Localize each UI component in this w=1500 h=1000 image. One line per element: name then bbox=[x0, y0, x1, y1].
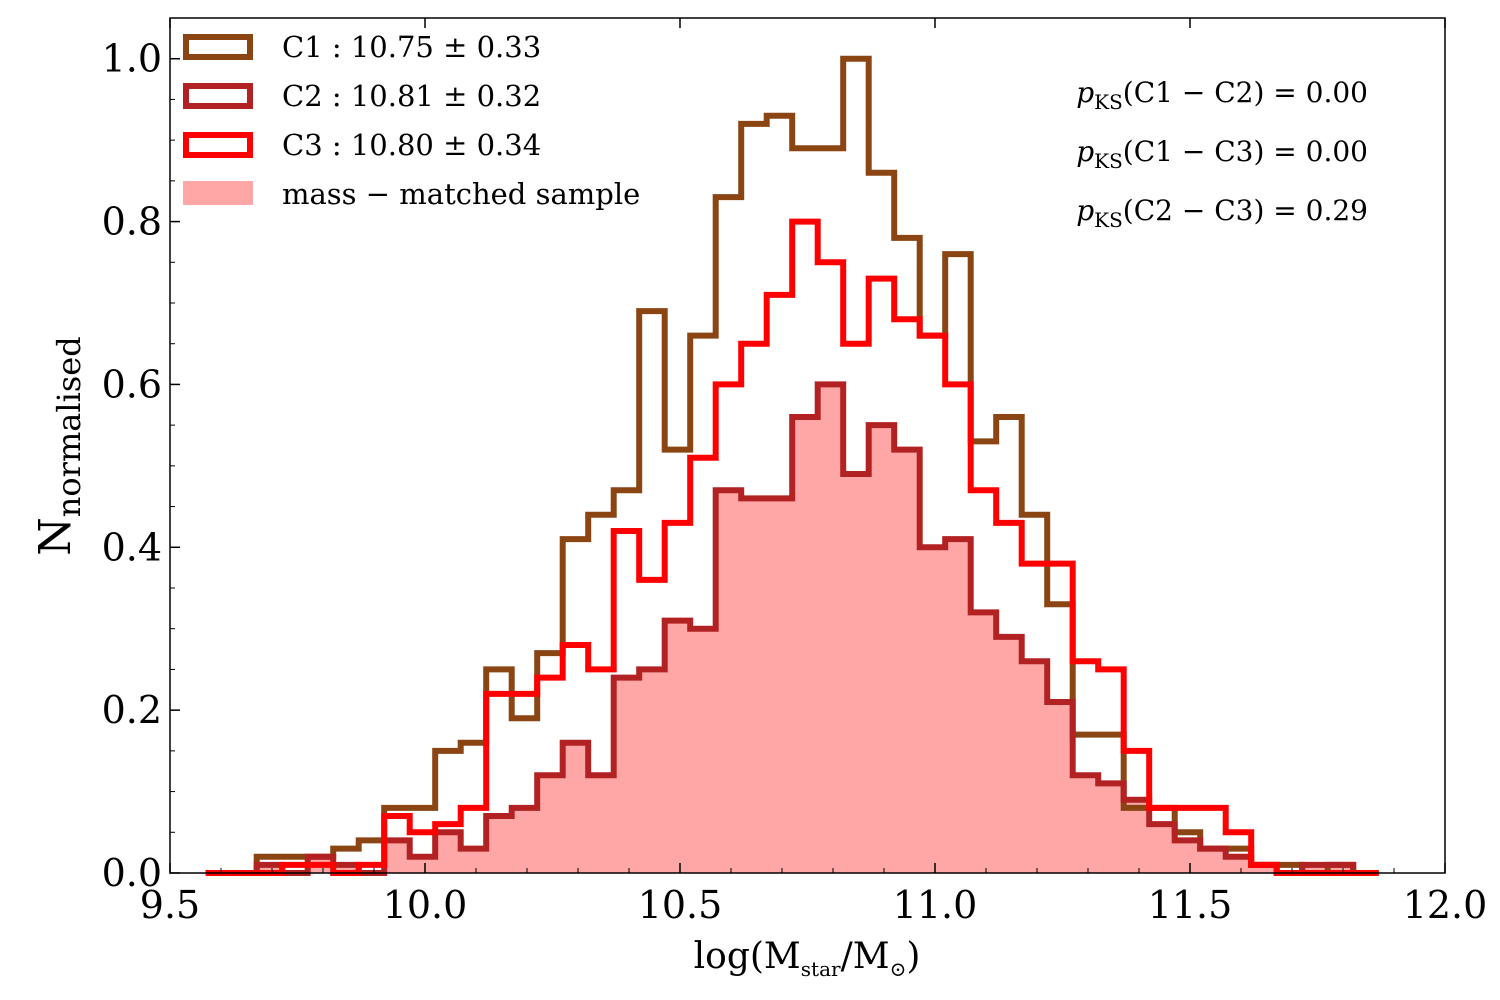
ks-annotation: pKS(C1 − C3) = 0.00 bbox=[1076, 135, 1368, 173]
bar-mass-matched bbox=[1225, 856, 1252, 873]
bar-mass-matched bbox=[537, 775, 564, 873]
bar-mass-matched bbox=[766, 498, 793, 873]
bar-mass-matched bbox=[588, 775, 615, 873]
x-tick-label: 11.5 bbox=[1148, 883, 1233, 927]
legend-label-C1: C1 : 10.75 ± 0.33 bbox=[282, 30, 541, 64]
bar-mass-matched bbox=[460, 848, 487, 873]
y-tick-label: 0.2 bbox=[102, 688, 162, 732]
series-C3 bbox=[205, 218, 1379, 876]
bar-mass-matched bbox=[1021, 661, 1048, 873]
bar-mass-matched bbox=[1123, 799, 1150, 873]
bar-mass-matched bbox=[996, 636, 1023, 873]
bar-mass-matched bbox=[1149, 824, 1176, 873]
legend-swatch-C3 bbox=[183, 132, 253, 158]
bar-mass-matched bbox=[792, 417, 819, 873]
bar-mass-matched bbox=[1200, 848, 1227, 873]
bar-mass-matched bbox=[613, 677, 640, 873]
bar-mass-matched bbox=[562, 742, 589, 873]
bar-mass-matched bbox=[970, 612, 997, 873]
plot-series bbox=[205, 55, 1379, 876]
bar-mass-matched bbox=[1047, 702, 1074, 873]
bar-mass-matched bbox=[690, 628, 717, 873]
bar-mass-matched bbox=[384, 840, 411, 873]
series-C1 bbox=[205, 55, 1379, 876]
bar-mass-matched bbox=[817, 384, 844, 873]
legend: C1 : 10.75 ± 0.33 C2 : 10.81 ± 0.32 C3 : 1… bbox=[183, 30, 640, 211]
ks-annotation: pKS(C2 − C3) = 0.29 bbox=[1076, 194, 1368, 232]
x-tick-label: 12.0 bbox=[1403, 883, 1488, 927]
bar-mass-matched bbox=[664, 620, 691, 873]
legend-label-mass-matched: mass − matched sample bbox=[282, 177, 640, 211]
x-tick-label: 9.5 bbox=[140, 883, 200, 927]
bar-mass-matched bbox=[256, 864, 283, 873]
bar-mass-matched bbox=[945, 539, 972, 873]
legend-swatch-C2 bbox=[183, 83, 253, 109]
bar-mass-matched bbox=[741, 498, 768, 873]
bar-mass-matched bbox=[435, 832, 462, 873]
step-line-C2 bbox=[205, 381, 1379, 876]
y-tick-label: 0.8 bbox=[102, 200, 162, 244]
y-tick-label: 0.0 bbox=[102, 851, 162, 895]
legend-label-C2: C2 : 10.81 ± 0.32 bbox=[282, 79, 541, 113]
y-tick-label: 0.6 bbox=[102, 362, 162, 406]
legend-label-C3: C3 : 10.80 ± 0.34 bbox=[282, 128, 541, 162]
legend-swatch-C1 bbox=[183, 34, 253, 60]
x-tick-label: 10.5 bbox=[638, 883, 723, 927]
bar-mass-matched bbox=[639, 669, 666, 873]
step-line-C3 bbox=[205, 218, 1379, 876]
step-line-C1 bbox=[205, 55, 1379, 876]
plot-frame bbox=[169, 17, 1446, 874]
bar-mass-matched bbox=[1174, 840, 1201, 873]
bar-mass-matched bbox=[1072, 775, 1099, 873]
bar-mass-matched bbox=[1327, 864, 1354, 873]
y-tick-label: 1.0 bbox=[102, 37, 162, 81]
y-tick-label: 0.4 bbox=[102, 525, 162, 569]
bar-mass-matched bbox=[486, 816, 513, 873]
bar-mass-matched bbox=[511, 807, 538, 873]
bar-mass-matched bbox=[843, 474, 870, 873]
x-tick-label: 10.0 bbox=[383, 883, 468, 927]
bar-mass-matched bbox=[919, 547, 946, 873]
legend-swatch-mass-matched bbox=[183, 181, 253, 205]
ks-annotations: pKS(C1 − C2) = 0.00 pKS(C1 − C3) = 0.00 pK… bbox=[1076, 76, 1368, 232]
bar-mass-matched bbox=[894, 449, 921, 873]
x-axis-label: log(Mstar/M⊙) bbox=[694, 936, 921, 981]
bar-mass-matched bbox=[1251, 864, 1278, 873]
x-tick-label: 11.0 bbox=[893, 883, 978, 927]
series-C2 bbox=[205, 381, 1379, 876]
bar-mass-matched bbox=[333, 864, 360, 873]
series-mass-matched bbox=[256, 384, 1354, 873]
bar-mass-matched bbox=[409, 856, 436, 873]
y-axis-label: Nnormalised bbox=[30, 336, 88, 555]
bar-mass-matched bbox=[868, 425, 895, 873]
ks-annotation: pKS(C1 − C2) = 0.00 bbox=[1076, 76, 1368, 114]
axis-ticks: 9.5 10.0 10.5 11.0 11.5 12.0 0.0 0.2 0.4 0.6 0.8 1.… bbox=[102, 18, 1488, 927]
bar-mass-matched bbox=[1098, 783, 1125, 873]
bar-mass-matched bbox=[715, 490, 742, 873]
bar-mass-matched bbox=[1302, 864, 1329, 873]
